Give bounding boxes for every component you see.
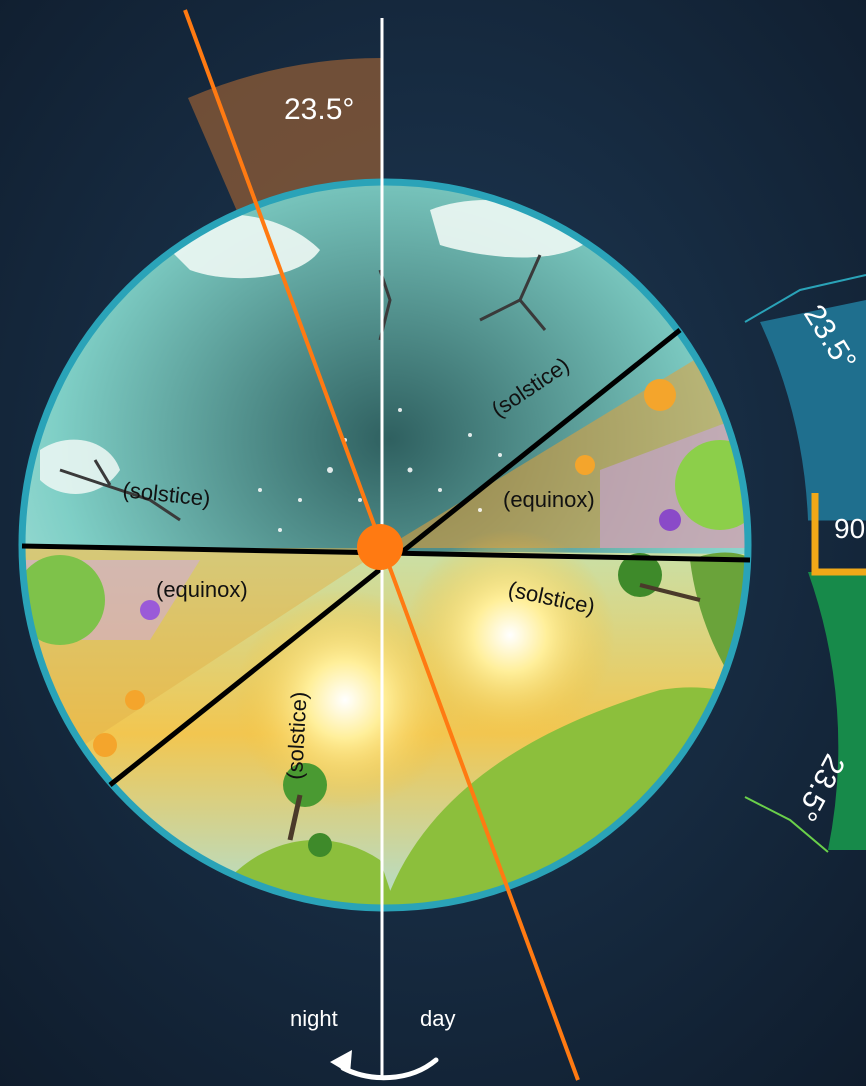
arc-lower-band	[808, 572, 866, 850]
night-label: night	[290, 1006, 338, 1031]
label-equinox-left: (equinox)	[156, 577, 248, 602]
right-angle-marker	[811, 493, 866, 576]
rotation-arrow-head	[330, 1050, 352, 1074]
disc-rim	[18, 178, 752, 912]
center-point	[357, 524, 403, 570]
arc-right-angle-label: 90	[834, 513, 865, 544]
day-label: day	[420, 1006, 455, 1031]
label-solstice-lower-left: (solstice)	[282, 691, 312, 780]
rotation-arrow	[340, 1057, 439, 1081]
top-tilt-angle-label: 23.5°	[284, 93, 354, 126]
arc-upper-band	[760, 300, 866, 520]
label-equinox-right: (equinox)	[503, 487, 595, 512]
